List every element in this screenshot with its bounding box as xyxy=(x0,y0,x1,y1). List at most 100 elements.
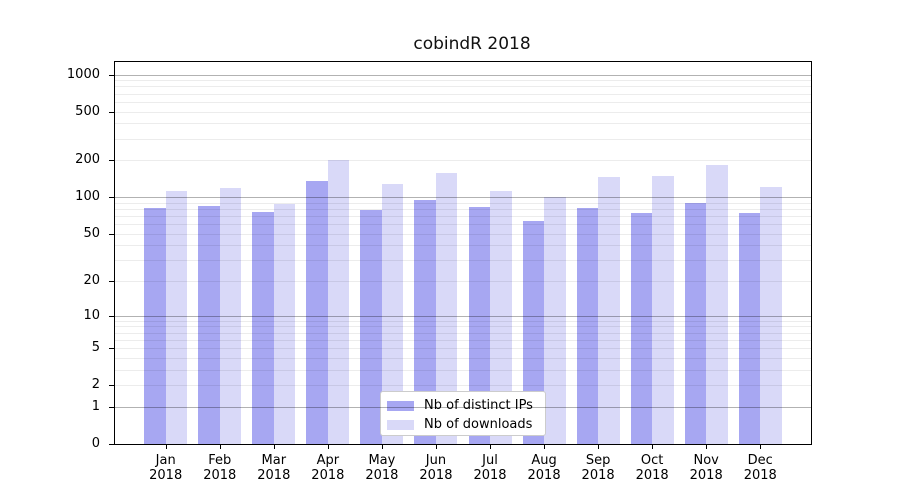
minor-gridline xyxy=(115,369,811,371)
minor-gridline xyxy=(115,339,811,341)
x-axis-label-month: Nov xyxy=(693,453,719,468)
x-axis-label: Mar 2018 xyxy=(244,453,304,483)
minor-gridline xyxy=(115,245,811,247)
bar-downloads xyxy=(760,186,782,444)
bar-downloads xyxy=(435,173,458,444)
bar-downloads xyxy=(490,190,512,444)
bar-distinct-ips xyxy=(522,220,545,444)
x-axis-label: Jul 2018 xyxy=(460,453,520,483)
x-axis-label-month: Dec xyxy=(747,453,773,468)
y-axis-tick xyxy=(109,348,114,350)
minor-gridline xyxy=(115,357,811,359)
y-axis-label: 10 xyxy=(83,307,100,323)
major-gridline xyxy=(115,74,811,76)
x-axis-label-year: 2018 xyxy=(581,468,615,483)
minor-gridline xyxy=(115,80,811,82)
y-axis-tick xyxy=(109,315,114,317)
bar-distinct-ips xyxy=(144,208,166,444)
x-axis-label: Nov 2018 xyxy=(676,453,736,483)
plot-area xyxy=(114,61,812,445)
y-axis-label: 0 xyxy=(91,436,100,451)
x-axis-label: Apr 2018 xyxy=(298,453,358,483)
bar-distinct-ips xyxy=(198,205,220,444)
legend-swatch xyxy=(387,419,414,430)
x-axis-label-year: 2018 xyxy=(635,468,669,483)
y-axis-tick xyxy=(109,281,114,283)
bar-distinct-ips xyxy=(738,213,761,444)
y-axis-label: 100 xyxy=(75,189,100,205)
x-axis-label-year: 2018 xyxy=(689,468,723,483)
y-axis-tick xyxy=(109,160,114,162)
x-axis-tick xyxy=(219,444,221,449)
bar-distinct-ips xyxy=(468,207,490,444)
x-axis-label-month: May xyxy=(368,453,396,468)
y-axis-label: 1000 xyxy=(66,66,100,82)
bar-downloads xyxy=(544,197,566,444)
x-axis-label-month: Sep xyxy=(585,453,611,468)
x-axis-label-month: Feb xyxy=(208,453,232,468)
y-axis-label: 50 xyxy=(83,225,100,241)
x-axis-label-month: Jan xyxy=(155,453,176,468)
x-axis-tick xyxy=(706,444,708,449)
x-axis-label: Sep 2018 xyxy=(568,453,628,483)
y-axis-label: 1 xyxy=(91,398,100,414)
x-axis-tick xyxy=(381,444,383,449)
x-axis-label: Oct 2018 xyxy=(622,453,682,483)
legend-item-label: Nb of downloads xyxy=(424,417,533,432)
x-axis-label: Jan 2018 xyxy=(136,453,196,483)
legend-item: Nb of distinct IPs xyxy=(381,396,545,415)
x-axis-label: Dec 2018 xyxy=(730,453,790,483)
legend-item-label: Nb of distinct IPs xyxy=(424,398,533,413)
x-axis-label-year: 2018 xyxy=(257,468,291,483)
minor-gridline xyxy=(115,332,811,334)
bar-downloads xyxy=(219,188,242,444)
bar-distinct-ips xyxy=(630,213,653,444)
minor-gridline xyxy=(115,224,811,226)
y-axis-tick xyxy=(109,197,114,199)
bar-downloads xyxy=(165,190,188,444)
x-axis-label-month: Mar xyxy=(261,453,287,468)
minor-gridline xyxy=(115,123,811,125)
bar-downloads xyxy=(273,203,296,444)
legend-swatch xyxy=(387,400,414,411)
x-axis-label: Aug 2018 xyxy=(514,453,574,483)
x-axis-label-year: 2018 xyxy=(149,468,183,483)
bar-downloads xyxy=(381,183,404,444)
major-gridline xyxy=(115,315,811,317)
minor-gridline xyxy=(115,93,811,95)
bar-distinct-ips xyxy=(252,211,274,444)
minor-gridline xyxy=(115,260,811,262)
y-axis-tick xyxy=(109,74,114,76)
bar-downloads xyxy=(652,175,674,444)
minor-gridline xyxy=(115,320,811,322)
x-axis-tick xyxy=(165,444,167,449)
bar-downloads xyxy=(598,177,620,444)
y-axis-label: 5 xyxy=(91,340,100,356)
x-axis-label-month: Oct xyxy=(640,453,664,468)
minor-gridline xyxy=(115,326,811,328)
x-axis-tick xyxy=(598,444,600,449)
y-axis-tick xyxy=(109,233,114,235)
y-axis-tick xyxy=(109,406,114,408)
x-axis-label-year: 2018 xyxy=(743,468,777,483)
y-axis-label: 200 xyxy=(75,152,100,168)
minor-gridline xyxy=(115,138,811,140)
minor-gridline xyxy=(115,160,811,162)
minor-gridline xyxy=(115,111,811,113)
y-axis-label: 500 xyxy=(75,103,100,119)
minor-gridline xyxy=(115,233,811,235)
x-axis-label-month: Jun xyxy=(425,453,447,468)
x-axis-label-month: Jul xyxy=(482,453,498,468)
legend-item: Nb of downloads xyxy=(381,415,545,434)
x-axis-tick xyxy=(327,444,329,449)
x-axis-label: May 2018 xyxy=(352,453,412,483)
bar-distinct-ips xyxy=(360,210,382,444)
y-axis-label: 2 xyxy=(91,377,100,393)
chart-title: cobindR 2018 xyxy=(413,34,531,54)
x-axis-label-year: 2018 xyxy=(311,468,345,483)
major-gridline xyxy=(115,406,811,408)
minor-gridline xyxy=(115,202,811,204)
x-axis-label-year: 2018 xyxy=(203,468,237,483)
y-axis-tick xyxy=(109,385,114,387)
x-axis-tick xyxy=(760,444,762,449)
